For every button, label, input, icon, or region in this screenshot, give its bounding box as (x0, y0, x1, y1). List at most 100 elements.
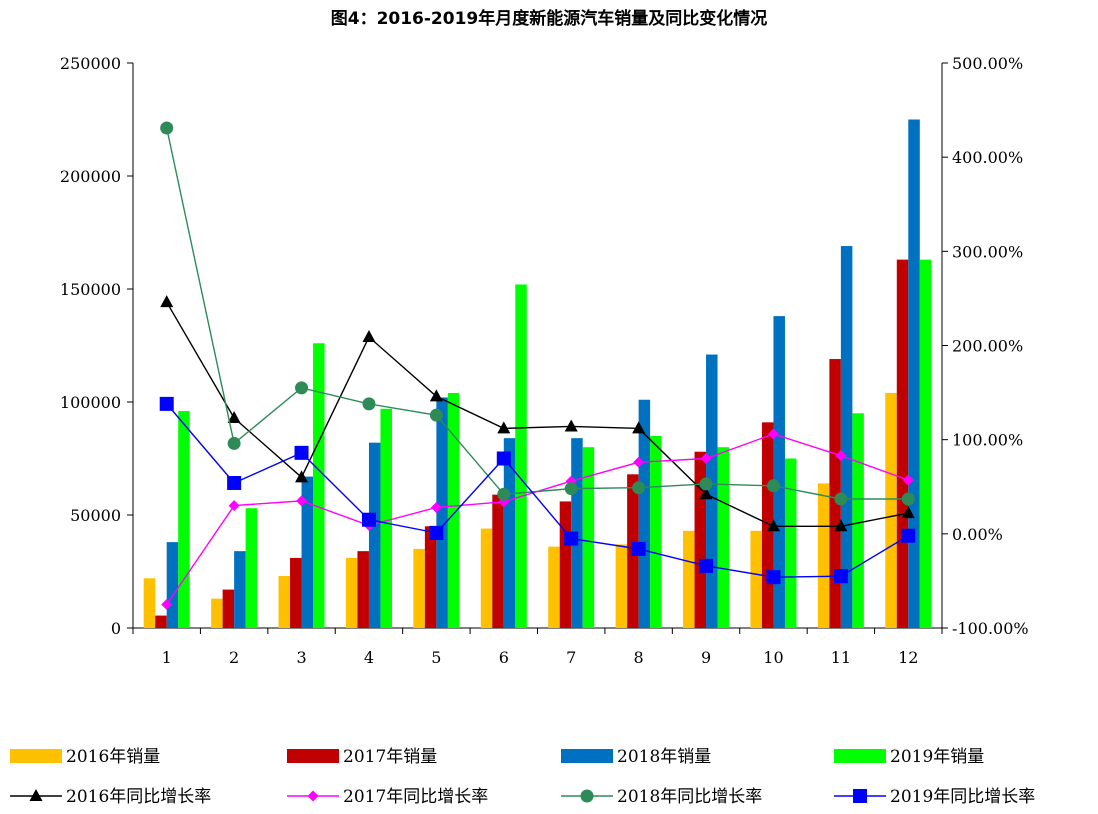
axes: 0 50000 100000 150000 200000 250000 -100.00% 0.… (60, 54, 1029, 667)
bar-marks (143, 119, 932, 628)
legend-marker-2016年同比增长率 (29, 789, 43, 801)
point-2018年同比增长率 (362, 397, 376, 411)
bar-2018年销量 (908, 119, 920, 628)
point-2019年同比增长率 (429, 525, 444, 540)
x-tick-label: 4 (364, 648, 374, 667)
bar-2018年销量 (166, 542, 179, 628)
bar-2016年销量 (615, 544, 628, 628)
bar-2017年销量 (424, 526, 437, 628)
y-right-tick-label: 400.00% (952, 148, 1023, 167)
point-2019年同比增长率 (564, 531, 579, 546)
legend-label-2018年同比增长率: 2018年同比增长率 (617, 787, 762, 807)
x-tick-label: 3 (296, 648, 306, 667)
bar-2016年销量 (750, 530, 762, 628)
bar-2017年销量 (761, 422, 774, 628)
legend-marker-2017年同比增长率 (307, 790, 319, 802)
chart-title: 图4：2016-2019年月度新能源汽车销量及同比变化情况 (330, 9, 768, 29)
legend-swatch-2017年销量 (287, 749, 339, 763)
point-2019年同比增长率 (361, 512, 376, 527)
x-tick-label: 7 (566, 648, 576, 667)
point-2018年同比增长率 (227, 436, 241, 450)
point-2018年同比增长率 (295, 381, 309, 395)
bar-2016年销量 (143, 578, 156, 628)
x-tick-label: 9 (701, 648, 711, 667)
bar-2018年销量 (638, 399, 651, 628)
y-left-tick-label: 0 (111, 619, 121, 638)
y-left-tick-label: 50000 (70, 506, 121, 525)
x-tick-label: 1 (162, 648, 172, 667)
point-2017年同比增长率 (633, 456, 645, 468)
bar-2017年销量 (155, 615, 167, 628)
line-2018年同比增长率 (166, 127, 909, 500)
point-2016年同比增长率 (497, 421, 511, 434)
point-2017年同比增长率 (161, 598, 173, 610)
point-2018年同比增长率 (766, 479, 780, 493)
legend-swatch-2018年销量 (561, 749, 613, 763)
point-2018年同比增长率 (429, 408, 443, 422)
bar-2016年销量 (345, 557, 358, 628)
point-2016年同比增长率 (160, 295, 174, 308)
point-2017年同比增长率 (700, 453, 712, 464)
bar-2017年销量 (896, 259, 909, 628)
point-2018年同比增长率 (160, 121, 174, 135)
point-2016年同比增长率 (901, 506, 915, 519)
y-right-tick-label: -100.00% (952, 619, 1029, 638)
legend-label-2016年销量: 2016年销量 (66, 747, 160, 767)
bar-2017年销量 (492, 494, 504, 628)
legend-marker-2019年同比增长率 (853, 789, 867, 803)
bar-2016年销量 (413, 548, 425, 628)
y-left-tick-label: 200000 (60, 167, 121, 186)
bar-2018年销量 (773, 316, 785, 628)
bar-2016年销量 (817, 483, 830, 628)
y-right-tick-label: 500.00% (952, 54, 1023, 73)
point-2018年同比增长率 (699, 477, 713, 491)
bar-2016年销量 (211, 598, 223, 628)
bar-2016年销量 (278, 576, 291, 628)
bar-2018年销量 (436, 397, 448, 628)
point-2019年同比增长率 (833, 569, 848, 584)
point-2016年同比增长率 (699, 487, 713, 500)
y-right-tick-label: 100.00% (952, 431, 1023, 450)
point-2019年同比增长率 (631, 541, 646, 556)
bar-2016年销量 (548, 546, 560, 628)
x-tick-label: 12 (898, 648, 918, 667)
bar-2017年销量 (829, 359, 841, 628)
y-left-tick-label: 250000 (60, 54, 121, 73)
line-2016年同比增长率 (166, 301, 909, 527)
bar-2018年销量 (706, 354, 718, 628)
point-2018年同比增长率 (901, 492, 915, 506)
bar-2018年销量 (503, 438, 516, 628)
bar-2018年销量 (301, 476, 314, 628)
bar-2019年销量 (313, 343, 325, 628)
point-2016年同比增长率 (429, 389, 443, 402)
point-2019年同比增长率 (159, 396, 174, 411)
point-2019年同比增长率 (294, 445, 309, 460)
point-2016年同比增长率 (564, 419, 578, 432)
bar-2019年销量 (178, 411, 190, 628)
x-tick-label: 2 (229, 648, 239, 667)
y-right-tick-label: 300.00% (952, 242, 1023, 261)
legend-swatch-2016年销量 (10, 749, 62, 763)
point-2018年同比增长率 (632, 481, 646, 495)
point-2016年同比增长率 (362, 330, 376, 343)
point-2017年同比增长率 (835, 450, 847, 462)
point-2018年同比增长率 (564, 482, 578, 496)
bar-2016年销量 (683, 530, 695, 628)
x-tick-label: 8 (634, 648, 644, 667)
bar-2019年销量 (784, 458, 797, 628)
bar-2017年销量 (357, 551, 369, 628)
bar-2018年销量 (234, 551, 246, 628)
point-2018年同比增长率 (834, 492, 848, 506)
y-right-tick-label: 200.00% (952, 337, 1023, 356)
legend-label-2018年销量: 2018年销量 (617, 747, 711, 767)
bar-2016年销量 (885, 392, 897, 628)
point-2016年同比增长率 (834, 519, 848, 532)
point-2017年同比增长率 (767, 428, 779, 440)
legend-label-2019年销量: 2019年销量 (890, 747, 984, 767)
legend-label-2016年同比增长率: 2016年同比增长率 (66, 787, 211, 807)
point-2019年同比增长率 (227, 475, 242, 490)
bar-2016年销量 (480, 528, 493, 628)
bar-2018年销量 (840, 246, 853, 628)
bar-2017年销量 (290, 557, 302, 628)
